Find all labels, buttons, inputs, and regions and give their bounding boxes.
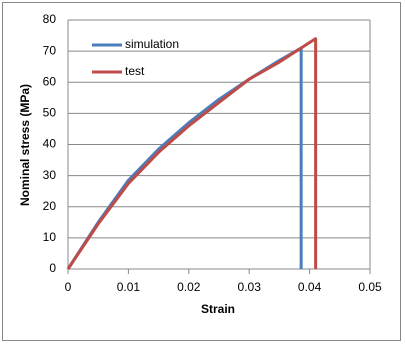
y-axis-label: Nominal stress (MPa) [18, 84, 32, 206]
y-tick-label: 20 [43, 199, 57, 213]
x-axis-label: Strain [201, 302, 235, 316]
x-tick-label: 0 [65, 280, 72, 294]
y-tick-label: 30 [43, 168, 57, 182]
x-tick-label: 0.02 [177, 280, 201, 294]
series-line [66, 37, 318, 270]
x-tick-label: 0.03 [238, 280, 262, 294]
x-tick-label: 0.01 [117, 280, 141, 294]
chart-border [2, 2, 401, 341]
legend-label: simulation [125, 37, 179, 51]
y-tick-label: 10 [43, 230, 57, 244]
legend-label: test [125, 64, 145, 78]
y-tick-label: 60 [43, 74, 57, 88]
y-tick-label: 0 [49, 261, 56, 275]
x-tick-label: 0.04 [298, 280, 322, 294]
y-tick-label: 40 [43, 137, 57, 151]
x-tick-label: 0.05 [358, 280, 382, 294]
y-tick-label: 70 [43, 43, 57, 57]
y-tick-label: 80 [43, 12, 57, 26]
y-tick-label: 50 [43, 106, 57, 120]
